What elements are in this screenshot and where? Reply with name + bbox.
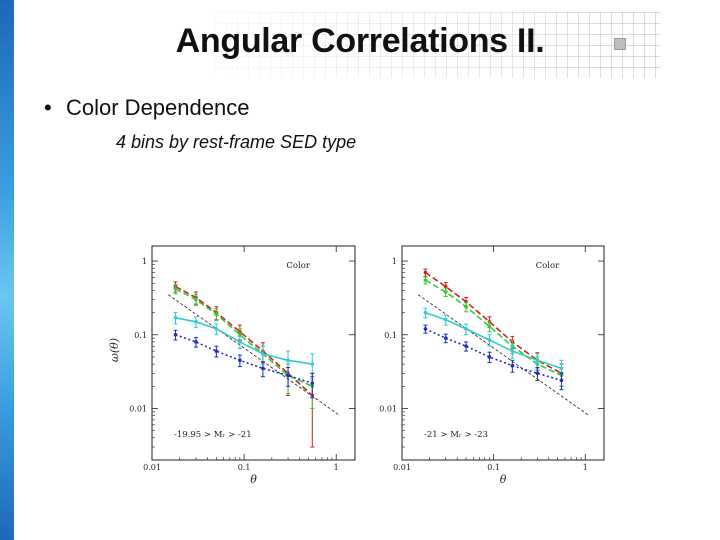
data-point-blue (310, 381, 315, 386)
data-point-cyan (443, 317, 448, 322)
data-point-cyan (464, 327, 468, 331)
data-point-cyan (173, 315, 178, 320)
data-point-green (194, 297, 198, 302)
x-tick-label: 1 (583, 463, 588, 472)
data-point-green (487, 324, 492, 329)
data-point-green (214, 312, 219, 317)
data-point-cyan (194, 319, 198, 324)
data-point-blue (559, 378, 564, 383)
data-point-cyan (535, 358, 540, 363)
data-point-cyan (238, 340, 242, 344)
data-point-green (173, 287, 178, 291)
y-tick-label: 0.01 (379, 404, 397, 413)
x-tick-label: 0.01 (143, 463, 161, 472)
data-point-cyan (510, 349, 515, 353)
chart-panel-1: 0.01 0.1 1 0.01 0.1 1 Color -19.95 > Mᵣ > -21 θ ω… (108, 245, 356, 486)
data-point-blue (173, 332, 178, 337)
data-point-green (464, 304, 468, 309)
data-point-blue (214, 349, 219, 353)
x-tick-label: 0.1 (238, 463, 251, 472)
data-point-blue (261, 366, 265, 371)
data-point-blue (194, 340, 198, 344)
left-accent-bar (0, 0, 14, 540)
corner-label: Color (286, 261, 310, 271)
data-point-cyan (559, 366, 564, 371)
x-tick-label: 0.1 (487, 463, 500, 472)
luminosity-annotation: -21 > Mᵣ > -23 (424, 430, 488, 440)
x-axis-label: θ (250, 473, 257, 486)
data-point-red (423, 270, 428, 275)
data-point-green (238, 332, 242, 337)
luminosity-annotation: -19.95 > Mᵣ > -21 (174, 430, 252, 440)
chart-panel-2: 0.01 0.1 1 0.01 0.1 1 Color -21 > Mᵣ > -23 θ (379, 245, 605, 486)
data-point-green (443, 290, 448, 294)
slide-title: Angular Correlations II. (175, 22, 545, 60)
data-point-blue (286, 373, 290, 378)
data-point-cyan (423, 310, 428, 315)
sub-bullet-text: 4 bins by rest-frame SED type (116, 132, 357, 152)
y-tick-label: 0.1 (134, 331, 147, 340)
grid-square-icon (614, 38, 626, 50)
data-point-cyan (261, 352, 265, 356)
x-axis-label: θ (500, 473, 507, 486)
x-tick-label: 0.01 (393, 463, 411, 472)
data-point-blue (443, 336, 448, 340)
y-tick-label: 0.1 (384, 331, 397, 340)
y-axis-label: ω(θ) (108, 338, 121, 362)
data-point-blue (487, 355, 492, 359)
data-point-blue (423, 327, 428, 331)
data-point-cyan (310, 362, 315, 366)
y-tick-label: 0.01 (129, 404, 147, 413)
bullet-dot-icon: • (44, 95, 52, 120)
data-point-blue (238, 358, 242, 363)
x-tick-label: 1 (334, 463, 339, 472)
data-point-cyan (487, 338, 492, 342)
data-point-green (423, 278, 428, 282)
plot-frame (151, 245, 356, 461)
data-point-cyan (286, 358, 290, 363)
data-point-red (443, 284, 448, 289)
data-point-blue (464, 344, 468, 348)
data-point-blue (510, 363, 515, 368)
corner-label: Color (536, 261, 560, 271)
y-tick-label: 1 (392, 257, 397, 266)
plot-frame (401, 245, 605, 461)
grid-decoration (215, 12, 660, 78)
data-point-blue (535, 371, 540, 376)
bullet-text: Color Dependence (66, 95, 250, 120)
bullet-item: • Color Dependence (44, 95, 249, 121)
y-tick-label: 1 (142, 257, 147, 266)
data-point-cyan (214, 327, 219, 331)
